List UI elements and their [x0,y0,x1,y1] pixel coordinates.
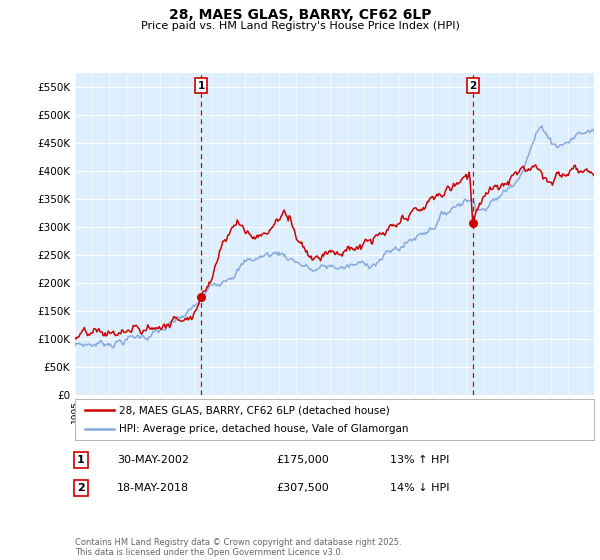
Text: £307,500: £307,500 [276,483,329,493]
Text: 28, MAES GLAS, BARRY, CF62 6LP: 28, MAES GLAS, BARRY, CF62 6LP [169,8,431,22]
Text: £175,000: £175,000 [276,455,329,465]
Text: Contains HM Land Registry data © Crown copyright and database right 2025.
This d: Contains HM Land Registry data © Crown c… [75,538,401,557]
Text: 14% ↓ HPI: 14% ↓ HPI [390,483,449,493]
Text: HPI: Average price, detached house, Vale of Glamorgan: HPI: Average price, detached house, Vale… [119,424,409,433]
Text: 2: 2 [77,483,85,493]
Text: 30-MAY-2002: 30-MAY-2002 [117,455,189,465]
Text: 18-MAY-2018: 18-MAY-2018 [117,483,189,493]
Text: 13% ↑ HPI: 13% ↑ HPI [390,455,449,465]
Text: 1: 1 [77,455,85,465]
Text: 2: 2 [469,81,476,91]
Text: 28, MAES GLAS, BARRY, CF62 6LP (detached house): 28, MAES GLAS, BARRY, CF62 6LP (detached… [119,405,390,415]
Text: 1: 1 [197,81,205,91]
Text: Price paid vs. HM Land Registry's House Price Index (HPI): Price paid vs. HM Land Registry's House … [140,21,460,31]
